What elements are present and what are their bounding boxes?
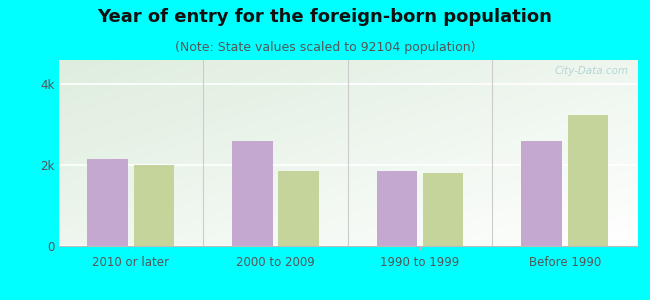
Bar [423, 173, 463, 246]
Text: City-Data.com: City-Data.com [554, 66, 629, 76]
Bar [232, 141, 272, 246]
Bar [567, 115, 608, 246]
Bar [376, 171, 417, 246]
Bar [134, 165, 174, 246]
Bar [521, 141, 562, 246]
Bar [87, 159, 128, 246]
Bar [278, 171, 319, 246]
Text: (Note: State values scaled to 92104 population): (Note: State values scaled to 92104 popu… [175, 40, 475, 53]
Text: Year of entry for the foreign-born population: Year of entry for the foreign-born popul… [98, 8, 552, 26]
